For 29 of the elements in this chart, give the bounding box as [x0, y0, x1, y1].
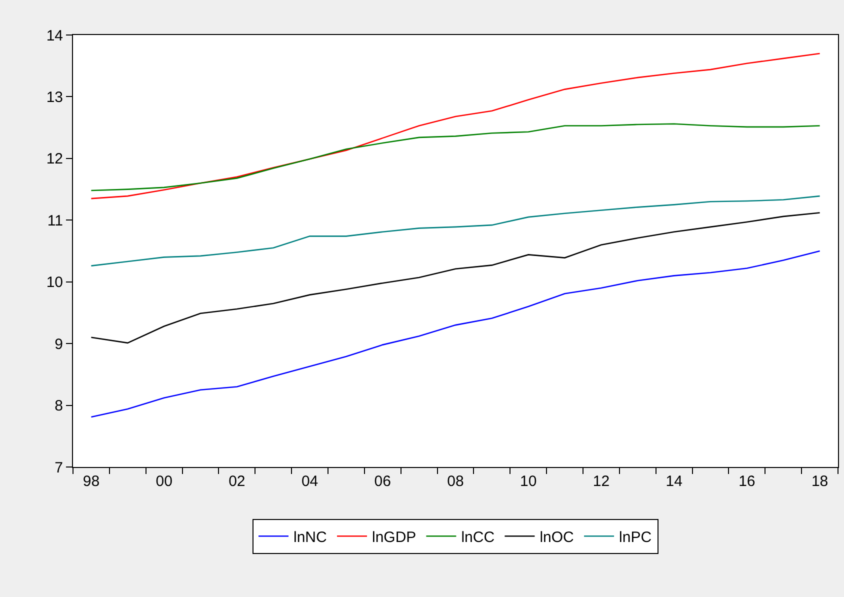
- legend-label: lnCC: [461, 528, 495, 546]
- x-tick-label: 12: [592, 473, 610, 490]
- x-tick-label: 06: [374, 473, 391, 490]
- y-tick-label: 7: [54, 459, 63, 476]
- legend-label: lnPC: [619, 528, 652, 546]
- line-series: [90, 250, 820, 418]
- x-tick-label: 10: [520, 473, 537, 490]
- y-tick-label: 11: [47, 212, 63, 230]
- legend-label: lnGDP: [372, 528, 416, 546]
- x-tick-label: 02: [228, 473, 246, 490]
- legend-label: lnOC: [540, 528, 574, 546]
- x-tick-label: 18: [811, 473, 828, 490]
- y-tick-label: 13: [46, 88, 63, 106]
- x-tick-label: 16: [738, 473, 756, 490]
- y-tick-label: 9: [54, 336, 63, 353]
- x-tick-label: 14: [666, 473, 682, 490]
- y-tick-label: 8: [54, 398, 63, 415]
- line-series: [90, 195, 820, 266]
- line-series: [90, 212, 820, 344]
- legend-label: lnNC: [294, 528, 328, 546]
- y-tick-label: 14: [46, 27, 63, 44]
- x-tick-label: 00: [156, 473, 172, 490]
- x-tick-label: 04: [301, 473, 318, 490]
- y-tick-label: 12: [46, 150, 63, 168]
- line-series: [90, 123, 820, 192]
- x-tick-label: 98: [82, 473, 100, 490]
- x-tick-label: 08: [447, 473, 464, 490]
- y-tick-label: 10: [46, 274, 63, 292]
- line-series: [90, 52, 820, 200]
